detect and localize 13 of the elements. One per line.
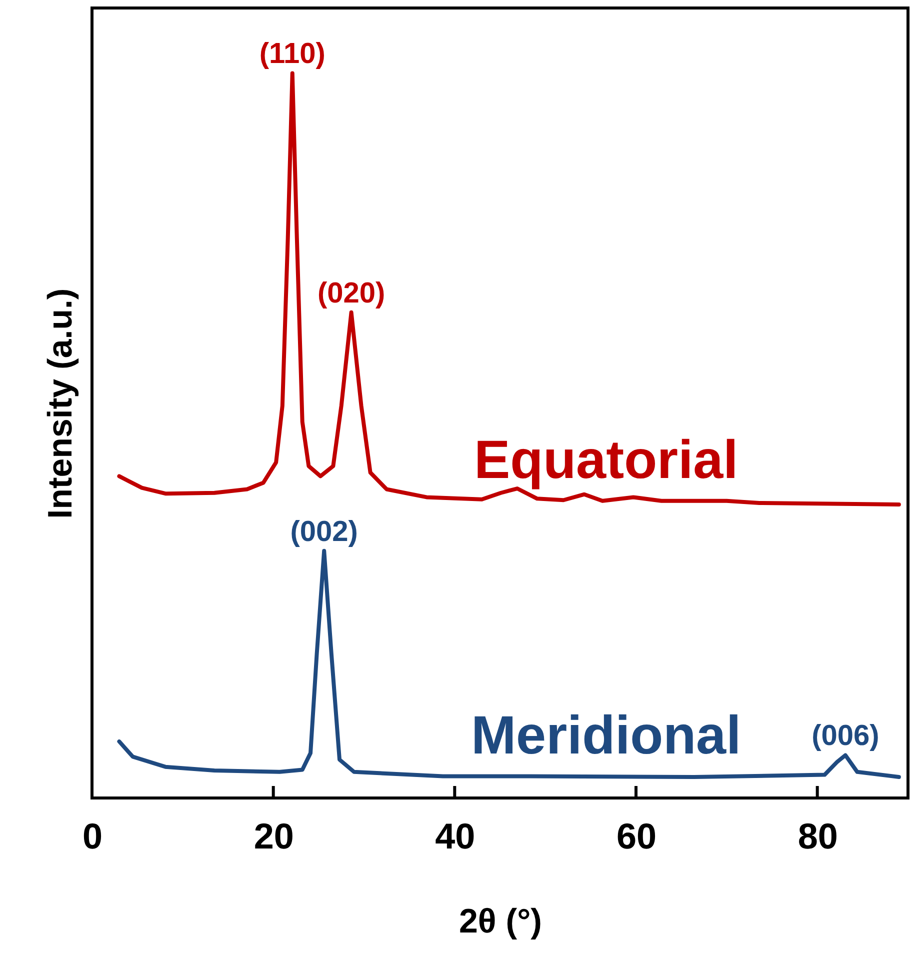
x-tick-label: 80 <box>798 816 838 856</box>
series-label: Equatorial <box>474 430 738 490</box>
y-axis-title: Intensity (a.u.) <box>42 288 80 519</box>
annotation: (110) <box>259 38 326 70</box>
annotation: (006) <box>812 720 880 752</box>
x-tick-label: 40 <box>435 816 476 856</box>
series-label: Meridional <box>471 705 742 766</box>
x-tick-label: 20 <box>254 816 294 856</box>
x-axis-title: 2θ (°) <box>459 902 542 940</box>
annotation: (002) <box>290 516 358 548</box>
annotation: (020) <box>317 277 386 310</box>
x-tick-label: 60 <box>616 816 657 856</box>
x-tick-label: 0 <box>82 816 103 856</box>
